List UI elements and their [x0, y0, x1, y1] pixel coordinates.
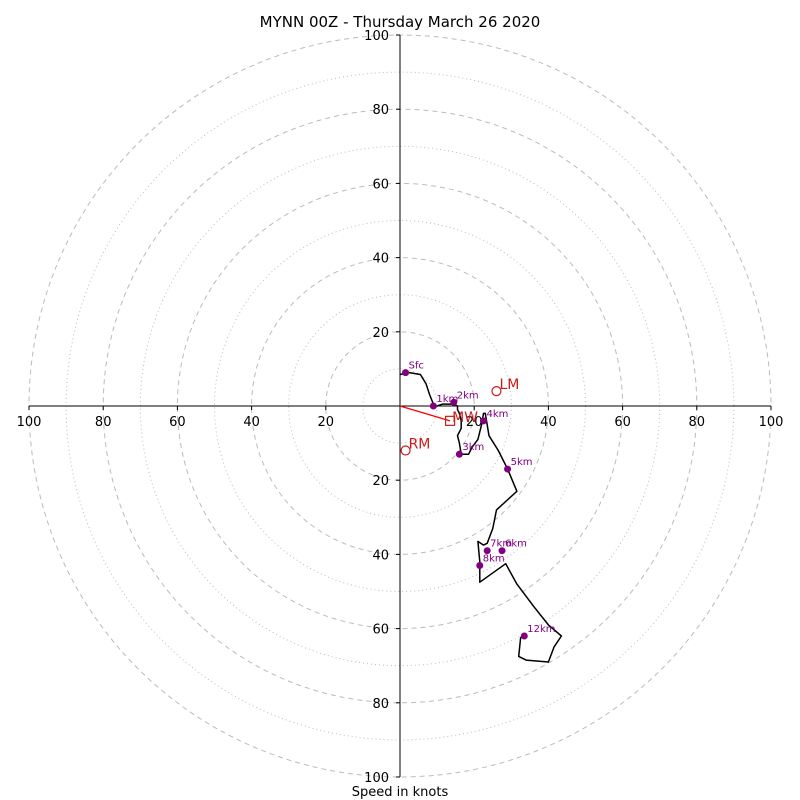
tick-label-left-20: 20	[318, 415, 335, 430]
height-label-12km: 12km	[527, 624, 555, 635]
tick-label-left-60: 60	[169, 415, 186, 430]
mean-wind-marker	[444, 415, 456, 426]
height-label-3km: 3km	[462, 442, 484, 453]
tick-label-bottom-60: 60	[372, 623, 389, 638]
tick-label-top-80: 80	[372, 103, 389, 118]
height-marker-5km	[504, 465, 512, 473]
height-marker-8km	[476, 562, 484, 570]
height-marker-4km	[479, 417, 487, 425]
height-label-7km: 7km	[490, 539, 512, 550]
tick-label-left-80: 80	[95, 415, 112, 430]
tick-label-right-60: 60	[614, 415, 631, 430]
tick-label-right-80: 80	[689, 415, 706, 430]
height-marker-1km	[429, 402, 437, 410]
tick-label-top-40: 40	[372, 252, 389, 267]
height-label-8km: 8km	[483, 554, 505, 565]
hodograph-trace	[399, 371, 563, 663]
tick-label-right-20: 20	[466, 415, 483, 430]
tick-label-bottom-40: 40	[372, 548, 389, 563]
tick-label-bottom-20: 20	[372, 474, 389, 489]
height-marker-2km	[450, 398, 458, 406]
storm-motion-markers: LM RM MW	[400, 377, 519, 456]
height-label-2km: 2km	[457, 390, 479, 401]
height-label-5km: 5km	[511, 457, 533, 468]
axis-tick-labels: 20 20 20 20 40 40 40 40 60 60 60 60 80 80 80 80 100 100 10…	[17, 29, 784, 786]
height-marker-7km	[483, 547, 491, 555]
hodograph-trace-layer	[399, 371, 563, 663]
height-label-1km: 1km	[436, 394, 458, 405]
height-marker-6km	[498, 547, 506, 555]
height-marker-12km	[520, 632, 528, 640]
storm-motion-rm-marker	[400, 445, 411, 456]
mean-wind-vector	[399, 405, 451, 422]
storm-motion-lm-label: LM	[499, 377, 519, 393]
tick-label-left-40: 40	[243, 415, 260, 430]
storm-motion-lm-marker	[491, 386, 502, 397]
height-label-4km: 4km	[486, 409, 508, 420]
tick-label-bottom-100: 100	[364, 771, 389, 786]
x-axis-label: Speed in knots	[352, 785, 449, 800]
tick-label-bottom-80: 80	[372, 697, 389, 712]
chart-title: MYNN 00Z - Thursday March 26 2020	[260, 13, 541, 31]
height-marker-sfc	[402, 369, 410, 377]
tick-label-right-40: 40	[540, 415, 557, 430]
tick-label-top-100: 100	[364, 29, 389, 44]
mean-wind-label: MW	[452, 410, 478, 426]
tick-label-top-60: 60	[372, 177, 389, 192]
storm-motion-rm-label: RM	[409, 437, 431, 453]
tick-label-top-20: 20	[372, 326, 389, 341]
height-marker-3km	[455, 450, 463, 458]
height-label-sfc: Sfc	[409, 361, 424, 372]
tick-label-right-100: 100	[759, 415, 784, 430]
tick-label-left-100: 100	[17, 415, 42, 430]
height-label-6km: 6km	[505, 539, 527, 550]
